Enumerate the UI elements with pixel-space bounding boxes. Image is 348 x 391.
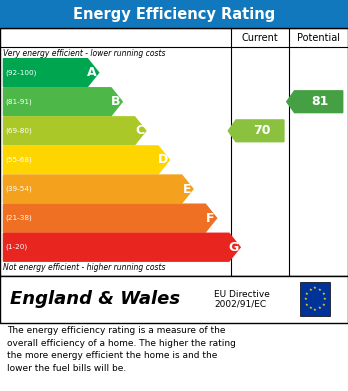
Text: E: E (183, 183, 191, 196)
Text: Very energy efficient - lower running costs: Very energy efficient - lower running co… (3, 49, 166, 59)
Text: ★: ★ (321, 303, 325, 307)
Text: ★: ★ (318, 288, 322, 292)
Text: ★: ★ (313, 308, 317, 312)
Text: (21-38): (21-38) (5, 215, 32, 221)
Polygon shape (3, 233, 240, 261)
Text: (55-68): (55-68) (5, 157, 32, 163)
Text: B: B (111, 95, 120, 108)
Text: D: D (157, 153, 168, 167)
Polygon shape (3, 88, 122, 116)
FancyBboxPatch shape (300, 282, 330, 316)
Text: ★: ★ (313, 286, 317, 290)
Text: ★: ★ (305, 292, 309, 296)
Polygon shape (3, 117, 146, 145)
Text: 70: 70 (253, 124, 270, 137)
Polygon shape (3, 146, 169, 174)
Text: ★: ★ (305, 303, 309, 307)
Polygon shape (3, 204, 216, 232)
Text: ★: ★ (321, 292, 325, 296)
Polygon shape (3, 175, 193, 203)
Text: ★: ★ (323, 297, 326, 301)
Text: ★: ★ (303, 297, 307, 301)
Text: England & Wales: England & Wales (10, 290, 181, 308)
Text: 81: 81 (312, 95, 329, 108)
Text: (81-91): (81-91) (5, 99, 32, 105)
Text: G: G (228, 241, 238, 254)
Text: ★: ★ (308, 288, 312, 292)
Polygon shape (3, 59, 99, 86)
Text: Energy Efficiency Rating: Energy Efficiency Rating (73, 7, 275, 22)
Text: A: A (87, 66, 97, 79)
Text: (69-80): (69-80) (5, 127, 32, 134)
Text: (92-100): (92-100) (5, 69, 37, 76)
Bar (0, 28, 348, 276)
Text: Not energy efficient - higher running costs: Not energy efficient - higher running co… (3, 262, 166, 272)
Bar (0, 0, 348, 28)
Text: F: F (206, 212, 215, 224)
Text: (39-54): (39-54) (5, 186, 32, 192)
Text: Current: Current (242, 32, 278, 43)
Polygon shape (228, 120, 284, 142)
Polygon shape (287, 91, 343, 113)
Text: (1-20): (1-20) (5, 244, 27, 251)
Text: 2002/91/EC: 2002/91/EC (214, 299, 266, 308)
Text: ★: ★ (318, 307, 322, 310)
Bar (0, 276, 348, 323)
Text: ★: ★ (308, 307, 312, 310)
Text: EU Directive: EU Directive (214, 290, 270, 299)
Text: Potential: Potential (297, 32, 340, 43)
Text: C: C (135, 124, 144, 137)
Text: The energy efficiency rating is a measure of the
overall efficiency of a home. T: The energy efficiency rating is a measur… (7, 326, 236, 373)
